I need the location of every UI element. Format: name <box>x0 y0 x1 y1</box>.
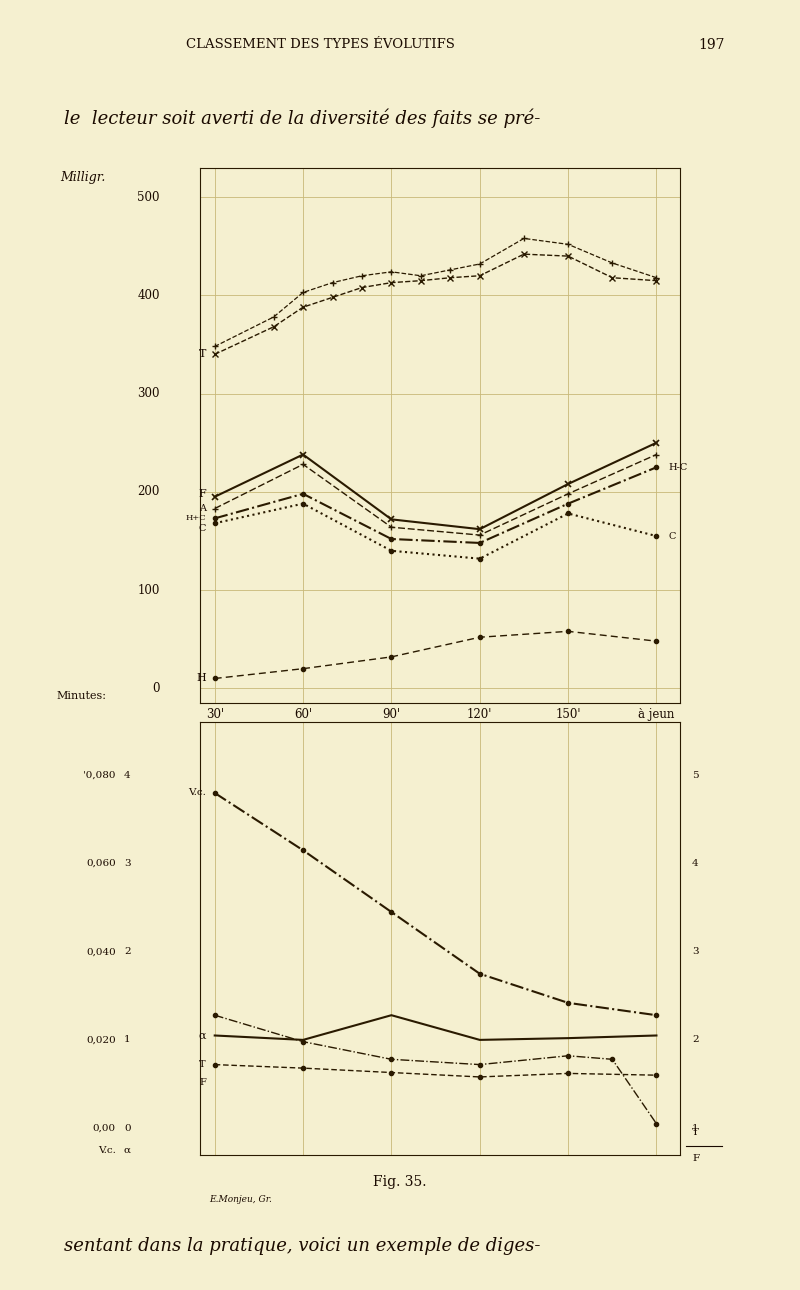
Text: 3: 3 <box>124 859 130 868</box>
Text: 5: 5 <box>692 771 698 780</box>
Text: 0: 0 <box>124 1124 130 1133</box>
Text: H+C: H+C <box>186 515 206 522</box>
Text: F: F <box>692 1155 699 1164</box>
Text: C: C <box>198 524 206 533</box>
Text: 300: 300 <box>138 387 160 400</box>
Text: V.c.: V.c. <box>188 788 206 797</box>
Text: F: F <box>198 489 206 499</box>
Text: 0,040: 0,040 <box>86 947 116 956</box>
Text: A: A <box>199 504 206 513</box>
Text: 2: 2 <box>692 1036 698 1045</box>
Text: '0,080: '0,080 <box>83 771 116 780</box>
Text: 197: 197 <box>698 37 726 52</box>
Text: T: T <box>198 350 206 360</box>
Text: α: α <box>198 1031 206 1041</box>
Text: 400: 400 <box>138 289 160 302</box>
Text: CLASSEMENT DES TYPES ÉVOLUTIFS: CLASSEMENT DES TYPES ÉVOLUTIFS <box>186 39 454 52</box>
Text: E.Monjeu, Gr.: E.Monjeu, Gr. <box>210 1195 273 1204</box>
Text: 1: 1 <box>692 1124 698 1133</box>
Text: 4: 4 <box>124 771 130 780</box>
Text: 100: 100 <box>138 583 160 596</box>
Text: C: C <box>668 531 675 541</box>
Text: 1: 1 <box>124 1036 130 1045</box>
Text: V.c.: V.c. <box>98 1146 116 1155</box>
Text: T: T <box>199 1060 206 1069</box>
Text: 4: 4 <box>692 859 698 868</box>
Text: 0,060: 0,060 <box>86 859 116 868</box>
Text: Fig. 35.: Fig. 35. <box>374 1175 426 1188</box>
Text: Minutes:: Minutes: <box>56 691 106 702</box>
Text: H: H <box>196 673 206 684</box>
Text: 500: 500 <box>138 191 160 204</box>
Text: 200: 200 <box>138 485 160 498</box>
Text: H-C: H-C <box>668 463 687 472</box>
Text: 0: 0 <box>153 682 160 695</box>
Text: 0,00: 0,00 <box>93 1124 116 1133</box>
Text: F: F <box>199 1077 206 1086</box>
Text: 2: 2 <box>124 947 130 956</box>
Text: T: T <box>692 1127 699 1136</box>
Text: le  lecteur soit averti de la diversité des faits se pré-: le lecteur soit averti de la diversité d… <box>64 108 540 129</box>
Text: α: α <box>124 1146 131 1155</box>
Text: Milligr.: Milligr. <box>60 172 106 184</box>
Text: 0,020: 0,020 <box>86 1036 116 1045</box>
Text: 3: 3 <box>692 947 698 956</box>
Text: sentant dans la pratique, voici un exemple de diges-: sentant dans la pratique, voici un exemp… <box>64 1237 541 1255</box>
